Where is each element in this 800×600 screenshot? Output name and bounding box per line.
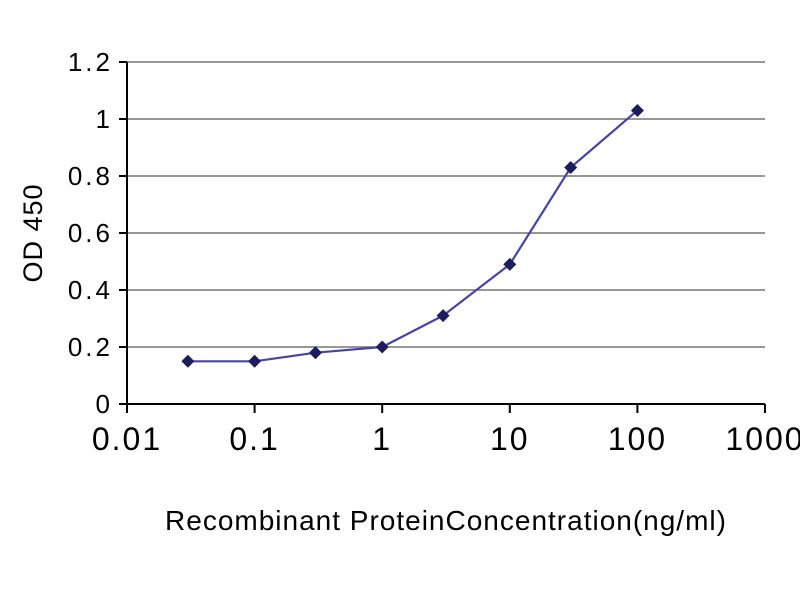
x-tick-label: 0.01 bbox=[92, 421, 162, 457]
y-tick-label: 1 bbox=[96, 104, 113, 134]
x-tick-label: 0.1 bbox=[229, 421, 279, 457]
grid-layer bbox=[127, 61, 765, 348]
x-tick-label: 1000 bbox=[725, 421, 800, 457]
y-tick-label: 0.6 bbox=[68, 218, 113, 248]
y-tick-label: 0.8 bbox=[68, 161, 113, 191]
y-tick-label: 0.2 bbox=[68, 332, 113, 362]
x-tick-label: 100 bbox=[608, 421, 667, 457]
y-tick-label: 0 bbox=[96, 389, 113, 419]
data-point-marker bbox=[308, 346, 322, 360]
data-point-marker bbox=[181, 354, 195, 368]
y-tick-label: 0.4 bbox=[68, 275, 113, 305]
tick-label-layer: 0 0.2 0.4 0.6 0.8 1 1.2 0.01 0.1 1 10 100 1000 bbox=[68, 47, 800, 457]
axis-layer bbox=[119, 61, 766, 413]
data-point-marker bbox=[248, 354, 262, 368]
data-point-marker bbox=[375, 340, 389, 354]
data-point-marker bbox=[564, 160, 578, 174]
y-tick-label: 1.2 bbox=[68, 47, 113, 77]
series-line bbox=[186, 109, 639, 363]
y-axis-title: OD 450 bbox=[18, 183, 48, 282]
x-tick-label: 1 bbox=[372, 421, 392, 457]
data-point-marker bbox=[630, 103, 644, 117]
data-series-layer bbox=[181, 103, 644, 368]
data-point-marker bbox=[436, 309, 450, 323]
data-point-marker bbox=[503, 257, 517, 271]
x-axis-title: Recombinant ProteinConcentration(ng/ml) bbox=[165, 505, 727, 536]
x-tick-label: 10 bbox=[490, 421, 530, 457]
